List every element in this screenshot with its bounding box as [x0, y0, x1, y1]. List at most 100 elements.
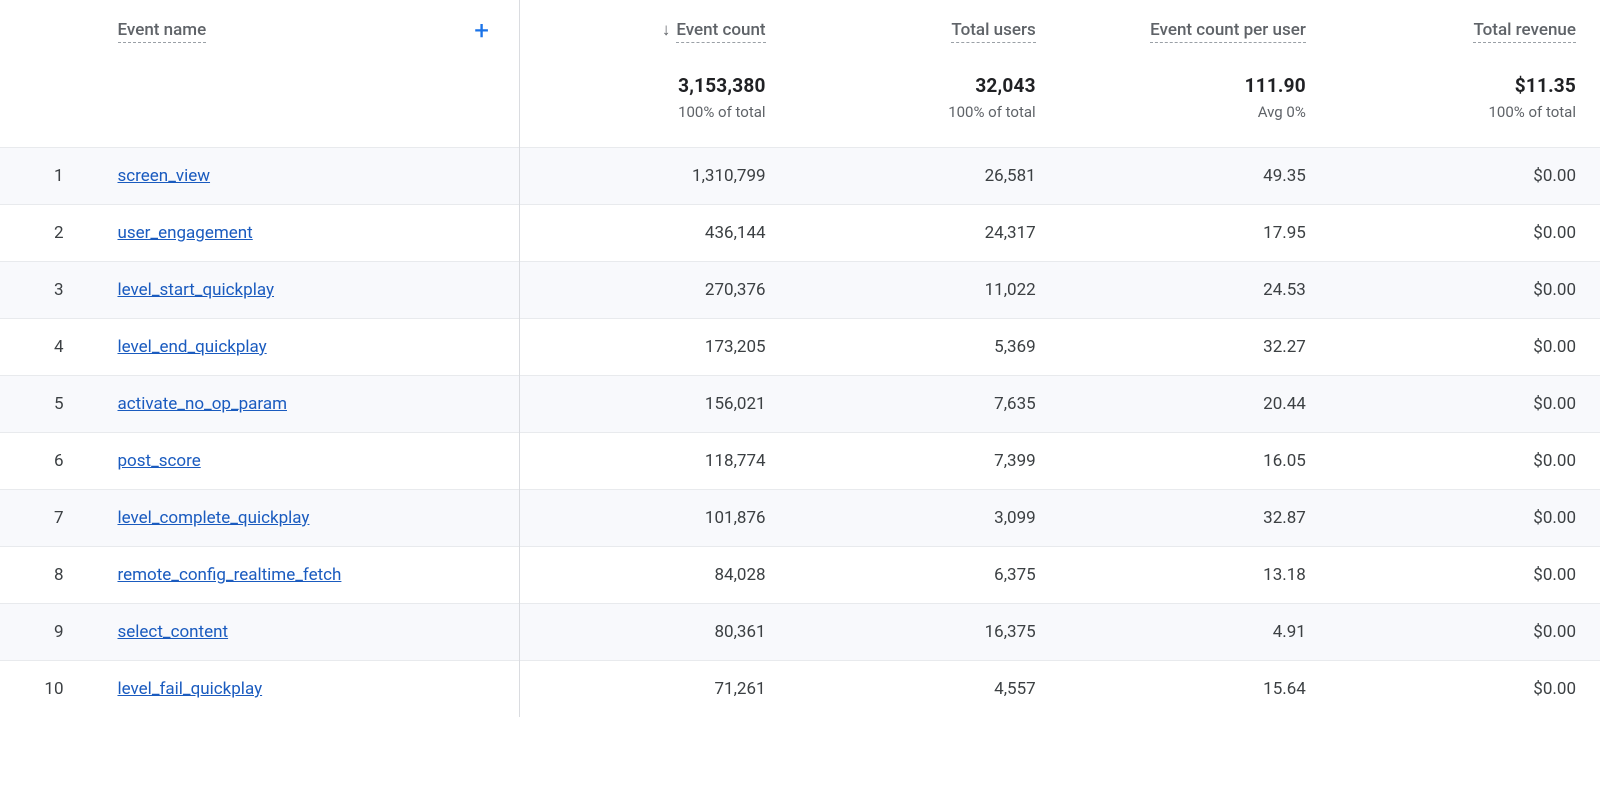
row-event-name-cell: level_fail_quickplay [94, 661, 520, 718]
row-index: 5 [0, 376, 94, 433]
table-row: 3level_start_quickplay270,37611,02224.53… [0, 262, 1600, 319]
row-ec-per-user: 13.18 [1060, 547, 1330, 604]
header-metric-ec-per-user[interactable]: Event count per user [1060, 0, 1330, 64]
row-total-revenue: $0.00 [1330, 376, 1600, 433]
row-index: 3 [0, 262, 94, 319]
totals-sub: Avg 0% [1084, 103, 1306, 121]
event-name-link[interactable]: level_end_quickplay [118, 337, 267, 357]
totals-value: 3,153,380 [544, 74, 766, 97]
row-total-revenue: $0.00 [1330, 604, 1600, 661]
totals-ec-per-user: 111.90 Avg 0% [1060, 64, 1330, 148]
table-header-row: Event name + ↓Event count Total users Ev… [0, 0, 1600, 64]
row-total-revenue: $0.00 [1330, 148, 1600, 205]
row-total-revenue: $0.00 [1330, 547, 1600, 604]
totals-event-count: 3,153,380 100% of total [519, 64, 789, 148]
totals-total-users: 32,043 100% of total [790, 64, 1060, 148]
row-index: 10 [0, 661, 94, 718]
row-event-name-cell: post_score [94, 433, 520, 490]
table-row: 4level_end_quickplay173,2055,36932.27$0.… [0, 319, 1600, 376]
row-event-name-cell: level_start_quickplay [94, 262, 520, 319]
row-total-revenue: $0.00 [1330, 205, 1600, 262]
row-event-name-cell: screen_view [94, 148, 520, 205]
totals-total-revenue: $11.35 100% of total [1330, 64, 1600, 148]
metric-label: Total revenue [1473, 20, 1576, 43]
event-name-link[interactable]: post_score [118, 451, 201, 471]
metric-label: Event count [676, 20, 765, 43]
row-total-users: 26,581 [790, 148, 1060, 205]
header-metric-total-users[interactable]: Total users [790, 0, 1060, 64]
row-ec-per-user: 32.27 [1060, 319, 1330, 376]
add-dimension-button[interactable]: + [474, 18, 489, 44]
row-total-revenue: $0.00 [1330, 262, 1600, 319]
row-index: 1 [0, 148, 94, 205]
row-index: 9 [0, 604, 94, 661]
header-index-cell [0, 0, 94, 64]
row-total-users: 24,317 [790, 205, 1060, 262]
row-total-users: 4,557 [790, 661, 1060, 718]
event-name-link[interactable]: remote_config_realtime_fetch [118, 565, 342, 585]
header-metric-event-count[interactable]: ↓Event count [519, 0, 789, 64]
table-row: 6 post_score 118,7747,39916.05$0.00 [0, 433, 1600, 490]
row-event-count: 80,361 [519, 604, 789, 661]
row-ec-per-user: 15.64 [1060, 661, 1330, 718]
metric-label: Event count per user [1150, 20, 1306, 43]
header-dimension-cell[interactable]: Event name + [94, 0, 520, 64]
row-event-count: 173,205 [519, 319, 789, 376]
row-event-name-cell: activate_no_op_param [94, 376, 520, 433]
table-row: 1 screen_view 1,310,79926,58149.35$0.00 [0, 148, 1600, 205]
table-row: 10 level_fail_quickplay 71,2614,55715.64$0… [0, 661, 1600, 718]
event-name-link[interactable]: screen_view [118, 166, 211, 186]
row-ec-per-user: 20.44 [1060, 376, 1330, 433]
row-total-users: 5,369 [790, 319, 1060, 376]
row-index: 2 [0, 205, 94, 262]
row-total-users: 6,375 [790, 547, 1060, 604]
totals-value: 32,043 [814, 74, 1036, 97]
row-event-count: 270,376 [519, 262, 789, 319]
event-name-link[interactable]: level_complete_quickplay [118, 508, 310, 528]
row-total-users: 7,399 [790, 433, 1060, 490]
arrow-down-icon: ↓ [662, 20, 671, 40]
row-ec-per-user: 32.87 [1060, 490, 1330, 547]
row-event-count: 1,310,799 [519, 148, 789, 205]
row-event-name-cell: level_complete_quickplay [94, 490, 520, 547]
row-ec-per-user: 16.05 [1060, 433, 1330, 490]
row-ec-per-user: 4.91 [1060, 604, 1330, 661]
row-index: 8 [0, 547, 94, 604]
row-total-revenue: $0.00 [1330, 661, 1600, 718]
row-total-users: 7,635 [790, 376, 1060, 433]
event-name-link[interactable]: level_start_quickplay [118, 280, 275, 300]
row-total-revenue: $0.00 [1330, 319, 1600, 376]
row-total-users: 16,375 [790, 604, 1060, 661]
event-name-link[interactable]: user_engagement [118, 223, 253, 243]
totals-sub: 100% of total [814, 103, 1036, 121]
events-table: Event name + ↓Event count Total users Ev… [0, 0, 1600, 717]
metric-label: Total users [951, 20, 1035, 43]
row-event-count: 84,028 [519, 547, 789, 604]
row-event-name-cell: user_engagement [94, 205, 520, 262]
plus-icon: + [474, 16, 489, 46]
row-index: 6 [0, 433, 94, 490]
row-event-count: 101,876 [519, 490, 789, 547]
totals-sub: 100% of total [1354, 103, 1576, 121]
row-index: 7 [0, 490, 94, 547]
row-ec-per-user: 17.95 [1060, 205, 1330, 262]
row-event-count: 118,774 [519, 433, 789, 490]
table-row: 5activate_no_op_param156,0217,63520.44$0… [0, 376, 1600, 433]
totals-value: $11.35 [1354, 74, 1576, 97]
table-row: 9 select_content 80,36116,3754.91$0.00 [0, 604, 1600, 661]
event-name-link[interactable]: select_content [118, 622, 229, 642]
row-total-users: 11,022 [790, 262, 1060, 319]
row-ec-per-user: 49.35 [1060, 148, 1330, 205]
table-row: 8 remote_config_realtime_fetch 84,0286,375… [0, 547, 1600, 604]
row-total-revenue: $0.00 [1330, 490, 1600, 547]
event-name-link[interactable]: level_fail_quickplay [118, 679, 263, 699]
row-total-revenue: $0.00 [1330, 433, 1600, 490]
header-metric-total-revenue[interactable]: Total revenue [1330, 0, 1600, 64]
row-event-count: 71,261 [519, 661, 789, 718]
row-event-name-cell: level_end_quickplay [94, 319, 520, 376]
row-event-count: 436,144 [519, 205, 789, 262]
table-row: 2 user_engagement 436,14424,31717.95$0.00 [0, 205, 1600, 262]
event-name-link[interactable]: activate_no_op_param [118, 394, 288, 414]
totals-value: 111.90 [1084, 74, 1306, 97]
dimension-label: Event name [118, 20, 207, 43]
